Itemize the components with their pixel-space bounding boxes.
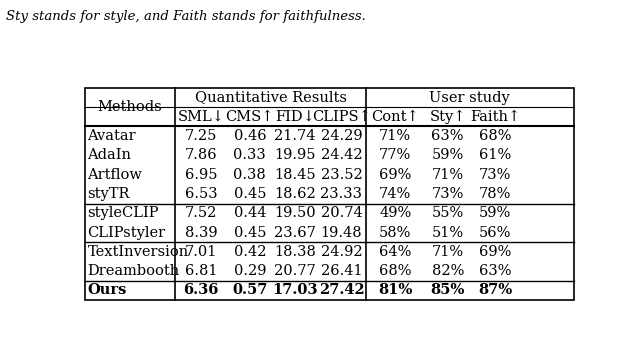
Text: Dreambooth: Dreambooth (88, 264, 180, 278)
Text: 7.25: 7.25 (185, 129, 217, 143)
Text: 18.62: 18.62 (274, 187, 316, 201)
Text: Quantitative Results: Quantitative Results (195, 90, 347, 105)
Text: 18.38: 18.38 (274, 245, 316, 259)
Text: Cont↑: Cont↑ (371, 110, 419, 124)
Text: CLIPS↑: CLIPS↑ (312, 110, 371, 124)
Text: 63%: 63% (431, 129, 464, 143)
Text: 87%: 87% (478, 283, 513, 298)
Text: 71%: 71% (431, 245, 464, 259)
Text: 59%: 59% (479, 206, 511, 220)
Text: CMS↑: CMS↑ (225, 110, 274, 124)
Text: 81%: 81% (378, 283, 412, 298)
Text: AdaIn: AdaIn (88, 148, 131, 163)
Text: Ours: Ours (88, 283, 127, 298)
Text: 24.42: 24.42 (321, 148, 362, 163)
Text: 17.03: 17.03 (272, 283, 318, 298)
Text: 26.41: 26.41 (321, 264, 362, 278)
Text: 21.74: 21.74 (275, 129, 316, 143)
Text: 77%: 77% (379, 148, 412, 163)
Text: 20.77: 20.77 (274, 264, 316, 278)
Text: 23.52: 23.52 (321, 168, 362, 182)
Text: 59%: 59% (431, 148, 464, 163)
Text: 0.45: 0.45 (234, 187, 266, 201)
Text: 0.45: 0.45 (234, 225, 266, 239)
Text: Methods: Methods (98, 100, 163, 114)
Text: styleCLIP: styleCLIP (88, 206, 159, 220)
Text: 6.95: 6.95 (185, 168, 217, 182)
Text: TextInversion: TextInversion (88, 245, 189, 259)
Text: 23.33: 23.33 (321, 187, 362, 201)
Text: 0.29: 0.29 (234, 264, 266, 278)
Text: 0.57: 0.57 (232, 283, 268, 298)
Text: Sty stands for style, and Faith stands for faithfulness.: Sty stands for style, and Faith stands f… (6, 10, 366, 23)
Text: 7.52: 7.52 (185, 206, 217, 220)
Text: 82%: 82% (431, 264, 464, 278)
Text: 7.86: 7.86 (185, 148, 218, 163)
Text: 24.29: 24.29 (321, 129, 362, 143)
Text: 78%: 78% (479, 187, 511, 201)
Text: 56%: 56% (479, 225, 511, 239)
Text: 0.46: 0.46 (234, 129, 266, 143)
Text: 0.33: 0.33 (234, 148, 266, 163)
Text: 55%: 55% (431, 206, 464, 220)
Text: 63%: 63% (479, 264, 511, 278)
Text: 49%: 49% (379, 206, 412, 220)
Text: styTR: styTR (88, 187, 130, 201)
Text: 73%: 73% (479, 168, 511, 182)
Text: 73%: 73% (431, 187, 464, 201)
Text: Sty↑: Sty↑ (429, 110, 466, 124)
Text: 71%: 71% (379, 129, 412, 143)
Text: 69%: 69% (379, 168, 412, 182)
Text: 68%: 68% (379, 264, 412, 278)
Text: 27.42: 27.42 (319, 283, 364, 298)
Text: 19.50: 19.50 (274, 206, 316, 220)
Text: Avatar: Avatar (88, 129, 136, 143)
Text: 19.95: 19.95 (275, 148, 316, 163)
Text: 71%: 71% (431, 168, 464, 182)
Text: 20.74: 20.74 (321, 206, 362, 220)
Text: CLIPstyler: CLIPstyler (88, 225, 166, 239)
Text: 61%: 61% (479, 148, 511, 163)
Text: 0.38: 0.38 (234, 168, 266, 182)
Text: 18.45: 18.45 (274, 168, 316, 182)
Text: 6.53: 6.53 (185, 187, 218, 201)
Text: 6.81: 6.81 (185, 264, 217, 278)
Text: 0.42: 0.42 (234, 245, 266, 259)
Text: 8.39: 8.39 (185, 225, 218, 239)
Text: 74%: 74% (379, 187, 412, 201)
Bar (85, 88, 573, 300)
Text: 85%: 85% (431, 283, 465, 298)
Text: 7.01: 7.01 (185, 245, 217, 259)
Text: Faith↑: Faith↑ (470, 110, 520, 124)
Text: 24.92: 24.92 (321, 245, 362, 259)
Text: Artflow: Artflow (88, 168, 142, 182)
Text: 51%: 51% (431, 225, 464, 239)
Text: 23.67: 23.67 (274, 225, 316, 239)
Text: 0.44: 0.44 (234, 206, 266, 220)
Text: 6.36: 6.36 (183, 283, 219, 298)
Text: 69%: 69% (479, 245, 511, 259)
Text: 68%: 68% (479, 129, 511, 143)
Text: 19.48: 19.48 (321, 225, 362, 239)
Text: SML↓: SML↓ (177, 110, 225, 124)
Text: 64%: 64% (379, 245, 412, 259)
Text: FID↓: FID↓ (275, 110, 315, 124)
Text: 58%: 58% (379, 225, 412, 239)
Text: User study: User study (429, 90, 510, 105)
